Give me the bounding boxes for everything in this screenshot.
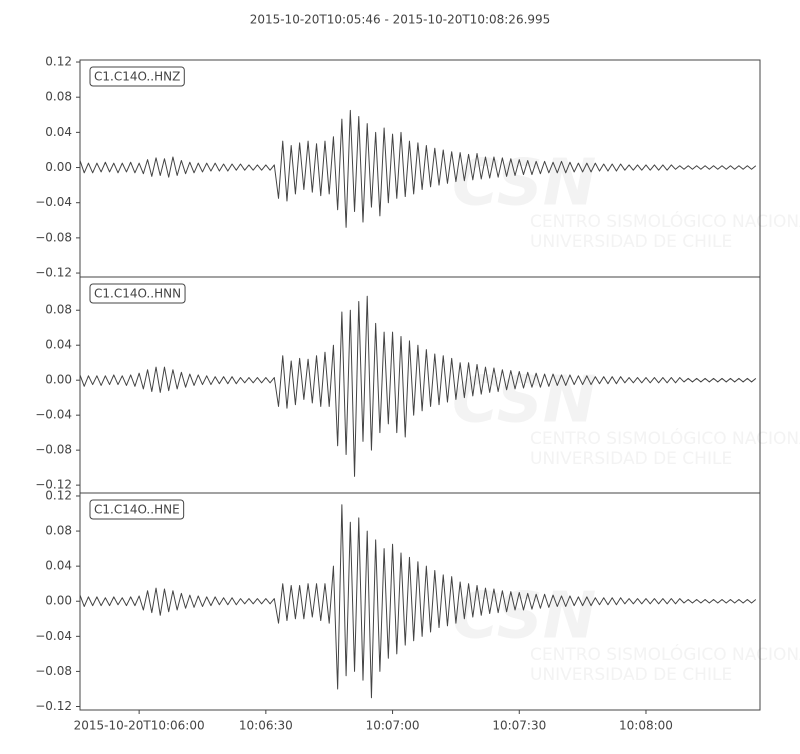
legend-label: C1.C14O..HNZ: [94, 70, 180, 84]
trace-line: [79, 504, 757, 699]
legend-box: [89, 499, 185, 520]
watermark-line: UNIVERSIDAD DE CHILE: [530, 232, 732, 252]
y-tick-label: 0.08: [45, 90, 72, 104]
y-tick-label: −0.08: [35, 230, 72, 244]
watermark-line: CENTRO SISMOLÓGICO NACIONAL: [530, 643, 800, 665]
y-tick-label: −0.04: [35, 408, 72, 422]
y-tick-label: 0.08: [45, 524, 72, 538]
watermark-line: CENTRO SISMOLÓGICO NACIONAL: [530, 210, 800, 232]
y-tick-label: 0.04: [45, 559, 72, 573]
y-tick-label: −0.12: [35, 699, 72, 713]
x-tick-label: 10:06:30: [239, 719, 293, 733]
trace-line: [79, 109, 757, 228]
y-tick-label: −0.04: [35, 195, 72, 209]
y-tick-label: 0.00: [45, 160, 72, 174]
x-tick-label: 10:08:00: [619, 719, 673, 733]
legend-label: C1.C14O..HNE: [94, 503, 180, 517]
y-tick-label: 0.08: [45, 303, 72, 317]
chart-title: 2015-10-20T10:05:46 - 2015-10-20T10:08:2…: [250, 13, 551, 27]
watermark-logo: CSN: [452, 364, 596, 438]
y-tick-label: −0.12: [35, 478, 72, 492]
y-tick-label: 0.00: [45, 373, 72, 387]
legend-label: C1.C14O..HNN: [94, 287, 181, 301]
y-tick-label: −0.08: [35, 664, 72, 678]
legend: C1.C14O..HNN: [89, 283, 186, 304]
y-tick-label: 0.04: [45, 125, 72, 139]
legend: C1.C14O..HNZ: [89, 66, 185, 87]
y-tick-label: 0.12: [45, 55, 72, 69]
legend: C1.C14O..HNE: [89, 499, 185, 520]
watermark-logo: CSN: [452, 147, 596, 221]
y-tick-label: 0.04: [45, 338, 72, 352]
watermark-logo: CSN: [452, 580, 596, 654]
legend-box: [89, 66, 185, 87]
y-tick-label: −0.04: [35, 629, 72, 643]
y-tick-label: 0.00: [45, 594, 72, 608]
x-tick-label: 10:07:00: [366, 719, 420, 733]
plot-frame: [79, 492, 761, 711]
watermark-line: CENTRO SISMOLÓGICO NACIONAL: [530, 427, 800, 449]
watermark-line: UNIVERSIDAD DE CHILE: [530, 665, 732, 685]
watermark-line: UNIVERSIDAD DE CHILE: [530, 449, 732, 469]
x-tick-label: 2015-10-20T10:06:00: [74, 719, 205, 733]
trace-line: [79, 295, 757, 477]
y-tick-label: −0.08: [35, 443, 72, 457]
y-tick-label: −0.12: [35, 266, 72, 280]
legend-box: [89, 283, 186, 304]
y-tick-label: 0.12: [45, 488, 72, 502]
x-tick-label: 10:07:30: [492, 719, 546, 733]
